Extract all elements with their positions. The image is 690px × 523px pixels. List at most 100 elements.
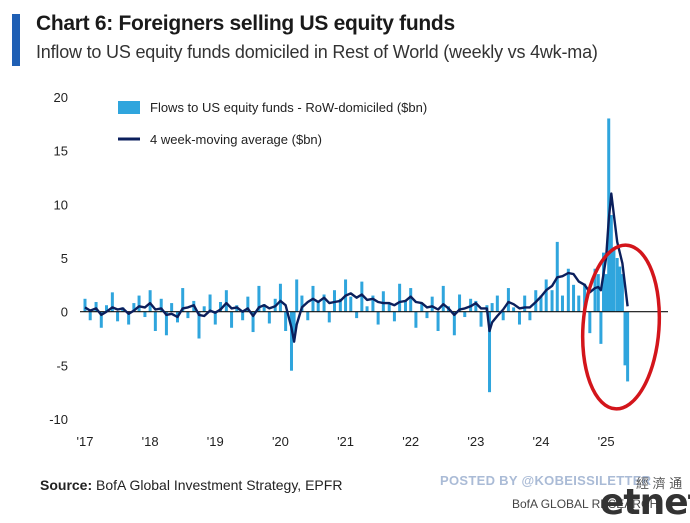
- x-tick-label: '17: [77, 434, 94, 449]
- flow-bar: [495, 295, 499, 312]
- flow-bar: [292, 311, 296, 339]
- legend-swatch-weekly: [118, 101, 140, 114]
- title-accent-bar: [12, 14, 20, 66]
- flow-bar: [338, 298, 342, 312]
- y-tick-label: 20: [54, 90, 68, 105]
- x-tick-label: '20: [272, 434, 289, 449]
- flow-bar: [596, 274, 600, 312]
- legend-label-ma: 4 week-moving average ($bn): [150, 132, 322, 147]
- flow-bar: [251, 311, 255, 333]
- flow-bar: [197, 311, 201, 339]
- flow-bar: [132, 303, 136, 312]
- flow-bar: [528, 311, 532, 321]
- flow-bar: [588, 311, 592, 334]
- y-tick-label: 10: [54, 197, 68, 212]
- flow-bar: [88, 311, 92, 321]
- flow-bar: [110, 292, 114, 312]
- flow-bar: [387, 303, 391, 312]
- flow-bar: [550, 290, 554, 312]
- flow-bar: [186, 311, 190, 319]
- flow-bar: [441, 285, 445, 312]
- logo-text: etnet: [600, 482, 690, 523]
- flow-bar: [566, 268, 570, 312]
- flow-bar: [289, 311, 293, 371]
- flow-bar: [463, 311, 467, 318]
- flow-bar: [349, 296, 353, 312]
- flow-bar: [544, 279, 548, 312]
- flow-bar: [143, 311, 147, 318]
- chinese-watermark: 經 濟 通: [636, 476, 683, 491]
- posted-by-watermark: POSTED BY @KOBEISSILETTER: [440, 473, 652, 488]
- flow-bar: [501, 311, 505, 321]
- flow-bar: [620, 274, 624, 312]
- flow-bar: [262, 304, 266, 312]
- flow-bar: [572, 284, 576, 312]
- flow-bar: [506, 288, 510, 312]
- chart-subtitle: Inflow to US equity funds domiciled in R…: [36, 42, 598, 62]
- y-tick-label: 5: [61, 251, 68, 266]
- flow-bar: [278, 283, 282, 312]
- flow-bar: [241, 311, 245, 321]
- flow-bar: [137, 295, 141, 312]
- y-tick-label: -5: [56, 358, 68, 373]
- flow-bar: [355, 311, 359, 319]
- flow-bar: [257, 285, 261, 312]
- flow-bar: [83, 298, 87, 312]
- flow-bar: [181, 288, 185, 312]
- x-tick-label: '23: [467, 434, 484, 449]
- flow-bar: [420, 303, 424, 312]
- flow-bar: [376, 311, 380, 325]
- x-tick-label: '24: [533, 434, 550, 449]
- chart-title: Chart 6: Foreigners selling US equity fu…: [36, 12, 455, 35]
- flow-bar: [208, 294, 212, 312]
- flow-bar: [490, 303, 494, 312]
- flow-bar: [230, 311, 234, 328]
- flow-bar: [612, 247, 616, 312]
- flow-bar: [267, 311, 271, 324]
- flow-bar: [615, 258, 619, 312]
- flow-bar: [458, 294, 462, 312]
- flow-bar: [488, 311, 492, 393]
- flow-bar: [593, 268, 597, 312]
- flow-bar: [430, 296, 434, 312]
- flow-bar: [403, 300, 407, 312]
- flow-bar: [148, 290, 152, 312]
- flow-bar: [512, 307, 516, 312]
- flow-bar: [371, 295, 375, 312]
- source-text: BofA Global Investment Strategy, EPFR: [96, 477, 343, 493]
- flow-bar: [153, 311, 157, 331]
- flow-bar: [425, 311, 429, 319]
- flow-bar: [213, 311, 217, 325]
- flow-bar: [360, 281, 364, 312]
- flow-bar: [295, 279, 299, 312]
- flow-bar: [300, 295, 304, 312]
- flow-bar: [218, 302, 222, 312]
- flow-bar: [116, 311, 120, 322]
- flow-bar: [316, 302, 320, 312]
- flow-bar: [523, 295, 527, 312]
- y-tick-label: 0: [61, 305, 68, 320]
- flow-bar: [202, 306, 206, 312]
- flow-bar: [474, 300, 478, 312]
- flow-bar: [306, 311, 310, 321]
- flow-bar: [577, 295, 581, 312]
- flow-bar: [409, 288, 413, 312]
- y-tick-label: 15: [54, 144, 68, 159]
- x-tick-label: '18: [142, 434, 159, 449]
- flow-bar: [583, 283, 587, 312]
- flow-bar: [164, 311, 168, 336]
- source-note: Source: BofA Global Investment Strategy,…: [40, 477, 342, 493]
- flow-bar: [414, 311, 418, 328]
- x-tick-label: '22: [402, 434, 419, 449]
- moving-average-line: [84, 192, 629, 343]
- source-label: Source:: [40, 477, 93, 493]
- flow-bar: [398, 283, 402, 312]
- flow-bar: [392, 311, 396, 322]
- flow-bar: [618, 266, 622, 312]
- x-tick-label: '19: [207, 434, 224, 449]
- flow-bar: [623, 311, 627, 366]
- footer-brand: BofA GLOBAL RESEARCH: [512, 497, 659, 511]
- flow-bar: [159, 298, 163, 312]
- highlight-ellipse: [580, 243, 662, 411]
- flow-bar: [284, 311, 288, 331]
